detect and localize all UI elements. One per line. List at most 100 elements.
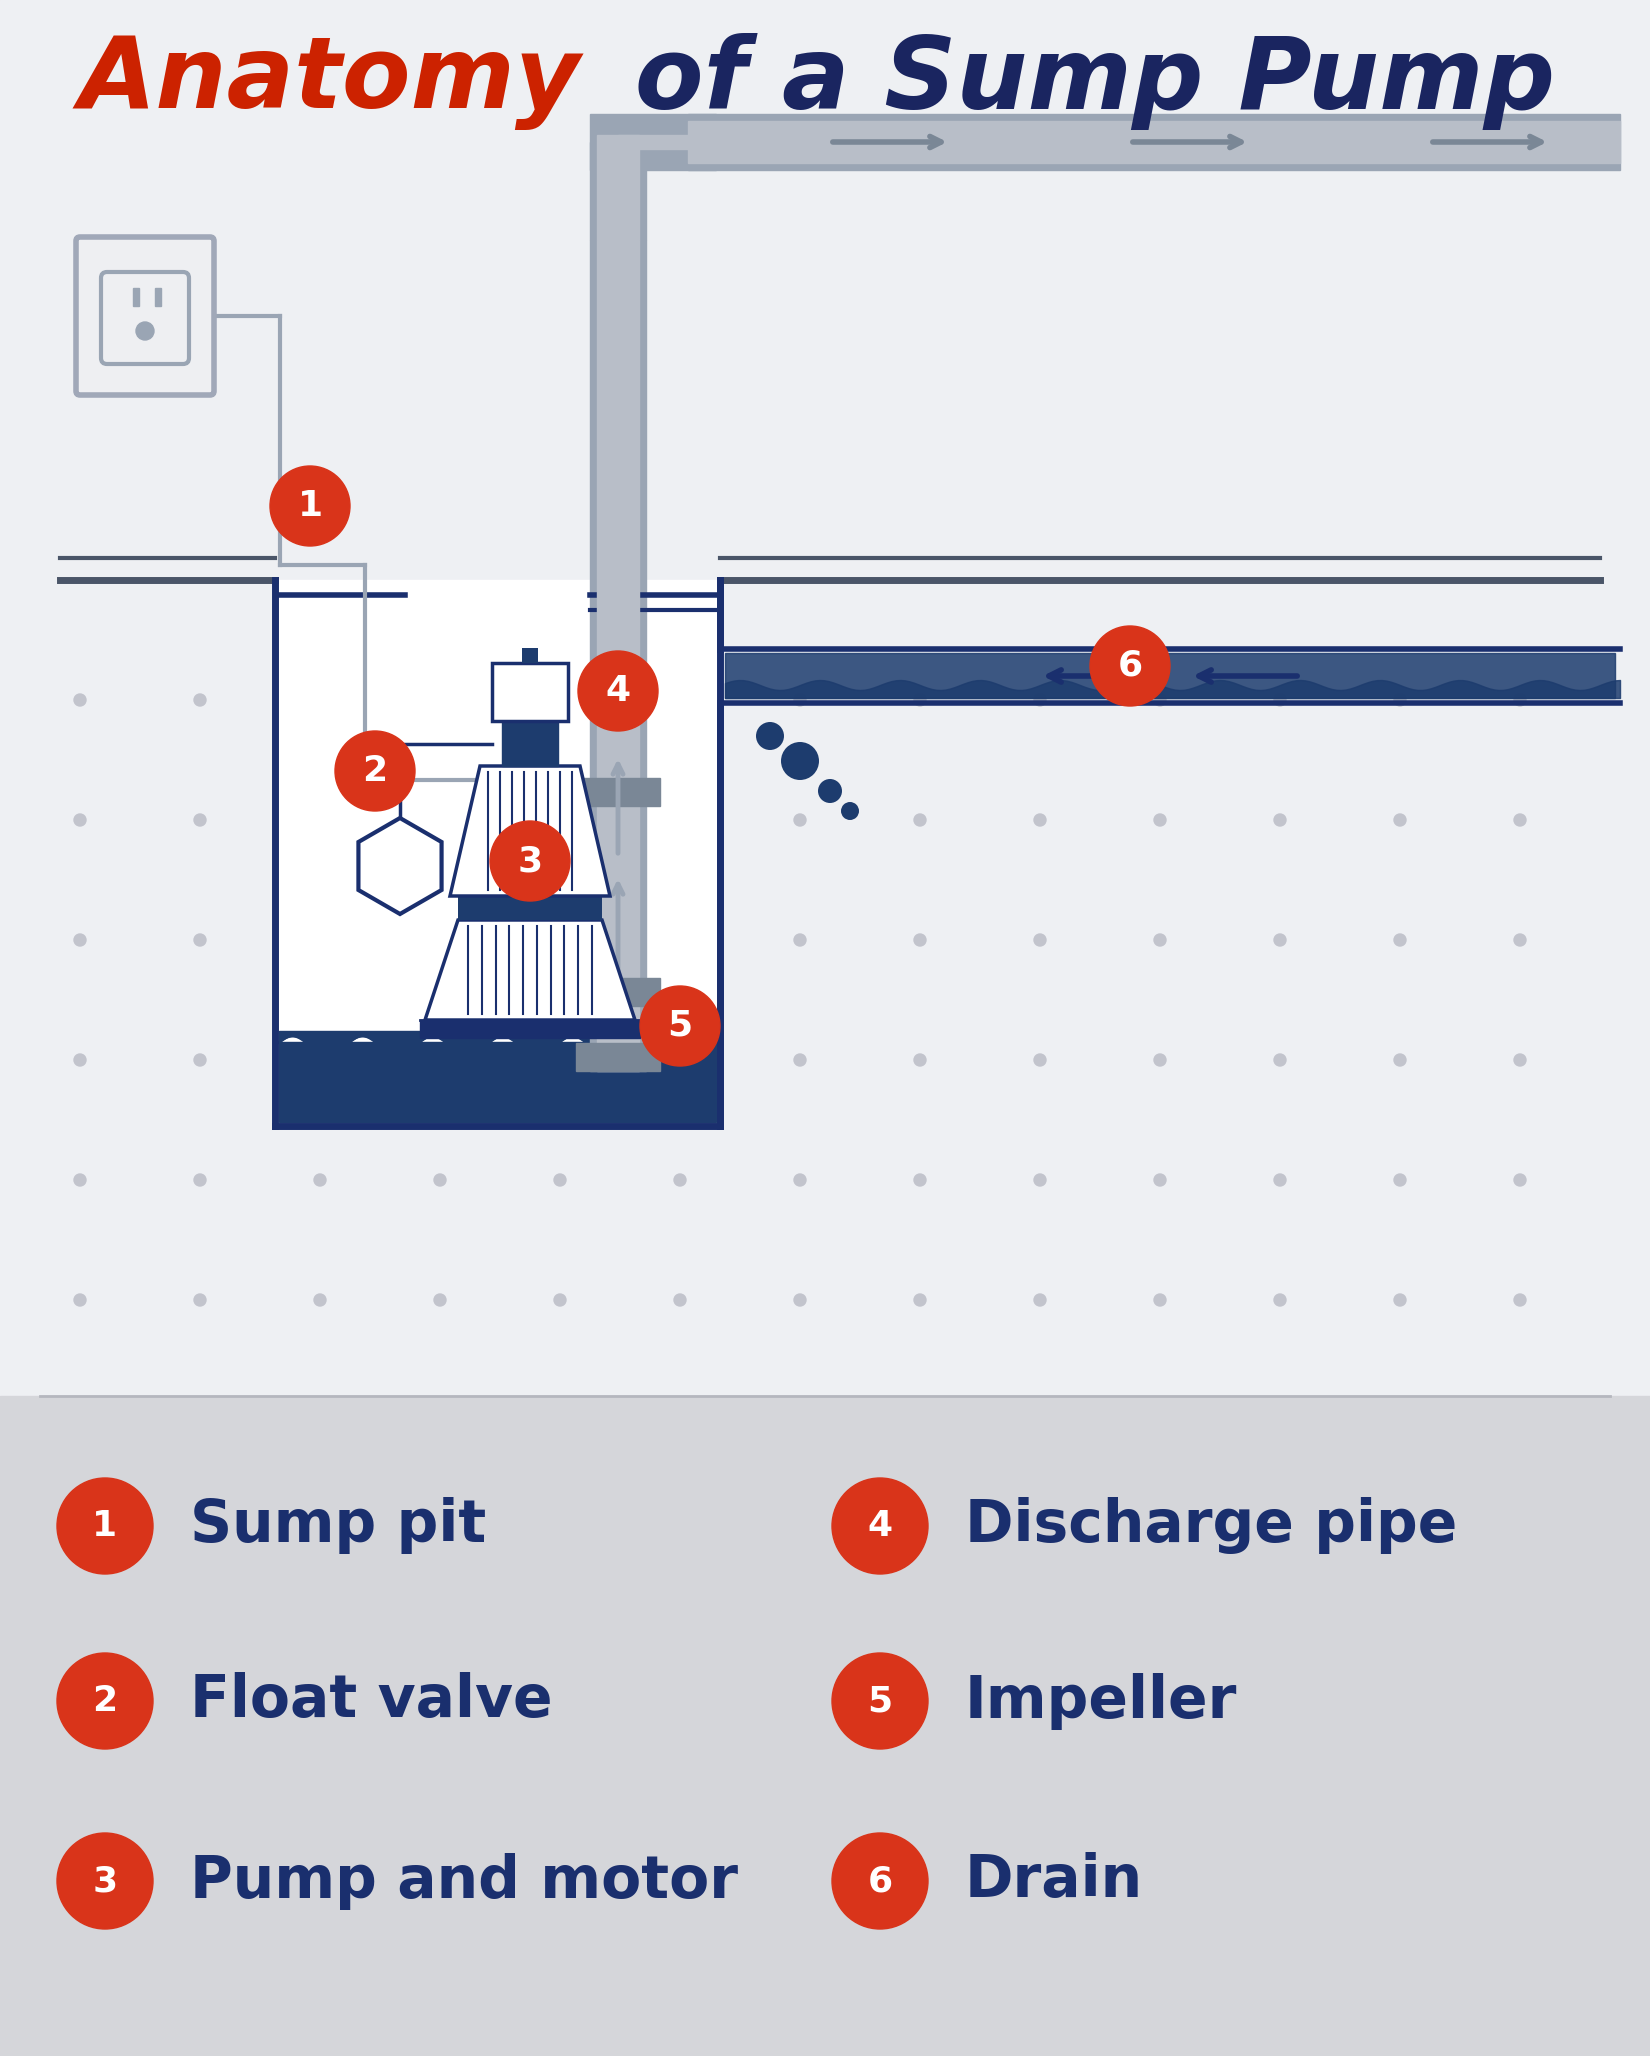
Circle shape	[1035, 1174, 1046, 1186]
Circle shape	[1394, 1293, 1406, 1306]
Bar	[619, 136, 716, 148]
Circle shape	[756, 722, 784, 750]
Circle shape	[842, 802, 860, 820]
Text: 4: 4	[868, 1509, 893, 1542]
Circle shape	[578, 652, 658, 732]
Circle shape	[832, 1834, 927, 1929]
Circle shape	[271, 467, 350, 547]
Circle shape	[914, 933, 926, 946]
Circle shape	[1394, 1055, 1406, 1065]
Bar	[724, 654, 1615, 697]
Circle shape	[794, 933, 805, 946]
Text: 6: 6	[868, 1865, 893, 1898]
Circle shape	[1274, 933, 1285, 946]
Bar	[0, 1396, 1650, 2056]
Bar	[155, 288, 162, 306]
Bar	[277, 580, 718, 1127]
Circle shape	[1035, 814, 1046, 827]
Circle shape	[1515, 1055, 1526, 1065]
Circle shape	[434, 1174, 446, 1186]
Text: 1: 1	[92, 1509, 117, 1542]
Circle shape	[314, 1293, 327, 1306]
Circle shape	[1274, 1293, 1285, 1306]
Text: 6: 6	[1117, 650, 1142, 683]
Bar	[688, 113, 1620, 171]
Bar	[576, 979, 660, 1005]
Text: Drain: Drain	[965, 1852, 1143, 1910]
Circle shape	[1035, 933, 1046, 946]
Circle shape	[74, 933, 86, 946]
Circle shape	[195, 1174, 206, 1186]
Circle shape	[1274, 814, 1285, 827]
Bar	[591, 142, 647, 241]
Circle shape	[1274, 1055, 1285, 1065]
Circle shape	[1091, 625, 1170, 705]
Polygon shape	[358, 818, 442, 915]
Circle shape	[1394, 1174, 1406, 1186]
Bar	[591, 241, 647, 1071]
Circle shape	[74, 1174, 86, 1186]
Polygon shape	[450, 767, 610, 896]
Circle shape	[195, 814, 206, 827]
Circle shape	[794, 695, 805, 705]
Bar	[0, 0, 1650, 1396]
Circle shape	[195, 1055, 206, 1065]
Circle shape	[794, 1174, 805, 1186]
Text: 3: 3	[92, 1865, 117, 1898]
Circle shape	[58, 1653, 153, 1750]
Circle shape	[673, 1293, 686, 1306]
Circle shape	[58, 1834, 153, 1929]
Bar	[576, 1042, 660, 1071]
Bar	[576, 777, 660, 806]
Circle shape	[914, 695, 926, 705]
Circle shape	[1035, 695, 1046, 705]
Bar	[134, 288, 139, 306]
Text: Pump and motor: Pump and motor	[190, 1852, 738, 1910]
Text: Discharge pipe: Discharge pipe	[965, 1497, 1457, 1554]
Circle shape	[673, 1174, 686, 1186]
Circle shape	[1515, 1174, 1526, 1186]
Circle shape	[1153, 814, 1167, 827]
Polygon shape	[426, 919, 635, 1020]
FancyBboxPatch shape	[76, 236, 215, 395]
Bar	[502, 722, 558, 767]
Text: 3: 3	[518, 845, 543, 878]
Bar	[421, 1020, 640, 1038]
Circle shape	[74, 1055, 86, 1065]
Bar	[688, 121, 1620, 162]
Bar	[521, 648, 538, 662]
Text: 5: 5	[668, 1009, 693, 1042]
Circle shape	[832, 1653, 927, 1750]
Bar	[459, 896, 602, 919]
Circle shape	[74, 1293, 86, 1306]
Circle shape	[195, 933, 206, 946]
Circle shape	[554, 1174, 566, 1186]
Circle shape	[832, 1478, 927, 1575]
Circle shape	[914, 814, 926, 827]
Circle shape	[640, 987, 719, 1065]
Text: 5: 5	[868, 1684, 893, 1719]
Text: Impeller: Impeller	[965, 1672, 1238, 1729]
Circle shape	[195, 1293, 206, 1306]
Circle shape	[914, 1293, 926, 1306]
Circle shape	[914, 1055, 926, 1065]
Bar	[279, 1042, 716, 1123]
Circle shape	[314, 1174, 327, 1186]
Circle shape	[1153, 1293, 1167, 1306]
Circle shape	[1035, 1055, 1046, 1065]
Circle shape	[794, 1055, 805, 1065]
Circle shape	[135, 323, 153, 339]
Circle shape	[818, 779, 842, 804]
Bar	[591, 113, 716, 171]
FancyBboxPatch shape	[101, 271, 190, 364]
Circle shape	[780, 742, 818, 779]
Circle shape	[1515, 814, 1526, 827]
Circle shape	[1515, 933, 1526, 946]
Circle shape	[1274, 695, 1285, 705]
Circle shape	[1394, 814, 1406, 827]
Circle shape	[74, 695, 86, 705]
Circle shape	[914, 1174, 926, 1186]
Text: 4: 4	[606, 674, 630, 707]
Circle shape	[74, 814, 86, 827]
Circle shape	[490, 820, 569, 901]
